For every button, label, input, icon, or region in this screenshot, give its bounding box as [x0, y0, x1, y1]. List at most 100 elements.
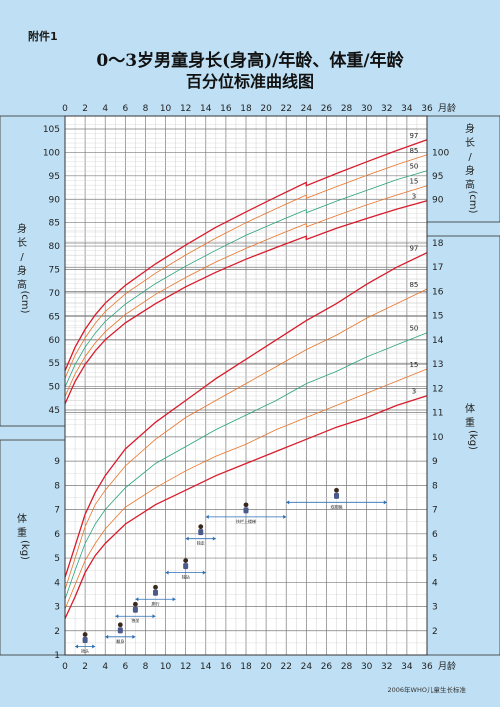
toddler-walking-icon: [198, 524, 204, 530]
y-axis-label-weight-left: 体: [17, 513, 27, 525]
x-tick-label-top: 4: [102, 104, 108, 114]
x-tick-label-top: 2: [82, 104, 88, 114]
toddler-jumping-icon: [334, 487, 339, 493]
x-axis-label-top: 月龄: [438, 102, 456, 114]
y-tick-label-weight-left: 9: [54, 457, 60, 467]
percentile-line-15: [64, 368, 428, 610]
x-tick-label-top: 28: [341, 104, 353, 114]
y-tick-label-weight-right: 15: [432, 312, 443, 322]
x-tick-label-bottom: 16: [220, 662, 232, 672]
percentile-line-97: [64, 139, 428, 371]
milestone-baby-standing-icon: 独站: [165, 558, 206, 580]
x-tick-label-top: 10: [160, 104, 172, 114]
y-tick-label-weight-right: 6: [432, 530, 438, 540]
y-axis-label-length-left: /: [20, 252, 24, 263]
baby-crawling-icon: [153, 584, 158, 590]
y-tick-label-weight-right: 2: [432, 627, 438, 637]
toddler-stairs-icon: [243, 502, 249, 508]
milestone-arrow-right: [202, 570, 206, 575]
y-axis-label-length-right: 身: [465, 122, 475, 135]
y-tick-label-weight-left: 3: [54, 603, 60, 613]
milestone-label: 扶栏上楼梯: [236, 518, 256, 524]
x-tick-label-bottom: 30: [361, 662, 373, 672]
x-axis-label-bottom: 月龄: [438, 660, 456, 672]
x-tick-label-bottom: 36: [421, 662, 433, 672]
y-tick-label-length-left: 55: [49, 359, 60, 369]
x-tick-label-top: 16: [220, 104, 232, 114]
percentile-label-97: 97: [409, 132, 418, 140]
milestone-arrow-left: [135, 597, 139, 602]
milestone-arrow-right: [132, 634, 136, 639]
baby-lifting-head-icon: [82, 632, 88, 637]
percentile-line-85: [64, 288, 428, 590]
x-tick-label-top: 34: [401, 104, 413, 114]
y-tick-label-weight-left: 5: [54, 554, 60, 564]
y-axis-label-length-left: 身: [17, 264, 27, 277]
x-tick-label-top: 18: [240, 104, 252, 114]
y-axis-label-length-right: 高: [465, 178, 475, 191]
percentile-label-50: 50: [409, 163, 418, 171]
baby-sitting-icon-body: [132, 606, 138, 613]
y-tick-label-length-left: 105: [43, 125, 60, 135]
x-tick-label-bottom: 34: [401, 662, 413, 672]
y-axis-label-length-right: 身: [465, 164, 475, 177]
x-tick-label-bottom: 2: [82, 662, 88, 672]
percentile-line-85: [64, 154, 428, 379]
y-tick-label-weight-right: 7: [432, 506, 438, 516]
y-tick-label-length-right: 90: [432, 195, 444, 205]
x-tick-label-top: 22: [280, 104, 291, 114]
y-tick-label-length-left: 100: [43, 148, 60, 158]
percentile-label-50: 50: [409, 325, 418, 333]
y-axis-label-length-left: 高: [17, 278, 27, 291]
milestone-arrow-left: [105, 634, 109, 639]
plot-frame: [64, 115, 428, 656]
percentile-label-15: 15: [409, 361, 418, 369]
y-axis-label-length-right: (cm): [467, 190, 478, 213]
y-axis-label-length-left: (cm): [19, 290, 30, 313]
milestone-label: 抬头: [81, 648, 89, 654]
y-tick-label-weight-right: 11: [432, 409, 443, 419]
y-tick-label-weight-right: 8: [432, 481, 438, 491]
milestone-label: 独站: [182, 574, 190, 580]
x-tick-label-top: 26: [321, 104, 333, 114]
percentile-line-15: [64, 185, 428, 397]
y-tick-label-weight-right: 3: [432, 603, 438, 613]
source-credit: 2006年WHO儿童生长标准: [387, 686, 466, 694]
appendix-label: 附件1: [28, 30, 58, 43]
x-tick-label-bottom: 12: [180, 662, 191, 672]
milestone-arrow-right: [92, 644, 96, 649]
x-tick-label-bottom: 4: [102, 662, 108, 672]
milestone-label: 独坐: [131, 617, 139, 623]
x-tick-label-top: 32: [381, 104, 392, 114]
milestone-label: 独走: [197, 540, 205, 546]
y-tick-label-weight-right: 13: [432, 360, 443, 370]
x-tick-label-bottom: 6: [122, 662, 128, 672]
milestone-baby-rolling-icon: 翻身: [105, 622, 136, 644]
y-tick-label-weight-right: 10: [432, 433, 444, 443]
x-tick-label-bottom: 26: [321, 662, 333, 672]
percentile-label-97: 97: [409, 245, 418, 253]
baby-rolling-icon-body: [117, 627, 123, 634]
y-axis-label-weight-left: 重: [17, 526, 27, 539]
milestone-arrow-right: [283, 514, 287, 519]
milestone-arrow-left: [165, 570, 169, 575]
percentile-line-50: [64, 170, 428, 388]
y-axis-label-weight-right: 体: [465, 403, 475, 415]
y-tick-label-weight-right: 17: [432, 263, 443, 273]
milestone-arrow-right: [152, 614, 156, 619]
y-tick-label-weight-right: 4: [432, 578, 438, 588]
baby-sitting-icon: [132, 601, 138, 607]
left-weight-box: [0, 439, 66, 656]
milestone-arrow-right: [383, 500, 387, 505]
y-axis-label-length-right: /: [468, 152, 472, 163]
x-tick-label-top: 24: [301, 104, 313, 114]
y-axis-label-weight-left: (kg): [19, 540, 30, 560]
y-tick-label-length-left: 50: [49, 383, 61, 393]
x-tick-label-top: 6: [122, 104, 128, 114]
x-tick-label-bottom: 22: [280, 662, 291, 672]
x-tick-label-bottom: 28: [341, 662, 353, 672]
y-tick-label-length-left: 90: [49, 195, 61, 205]
milestone-arrow-left: [115, 614, 119, 619]
x-tick-label-bottom: 8: [143, 662, 149, 672]
percentile-line-3: [64, 200, 428, 405]
